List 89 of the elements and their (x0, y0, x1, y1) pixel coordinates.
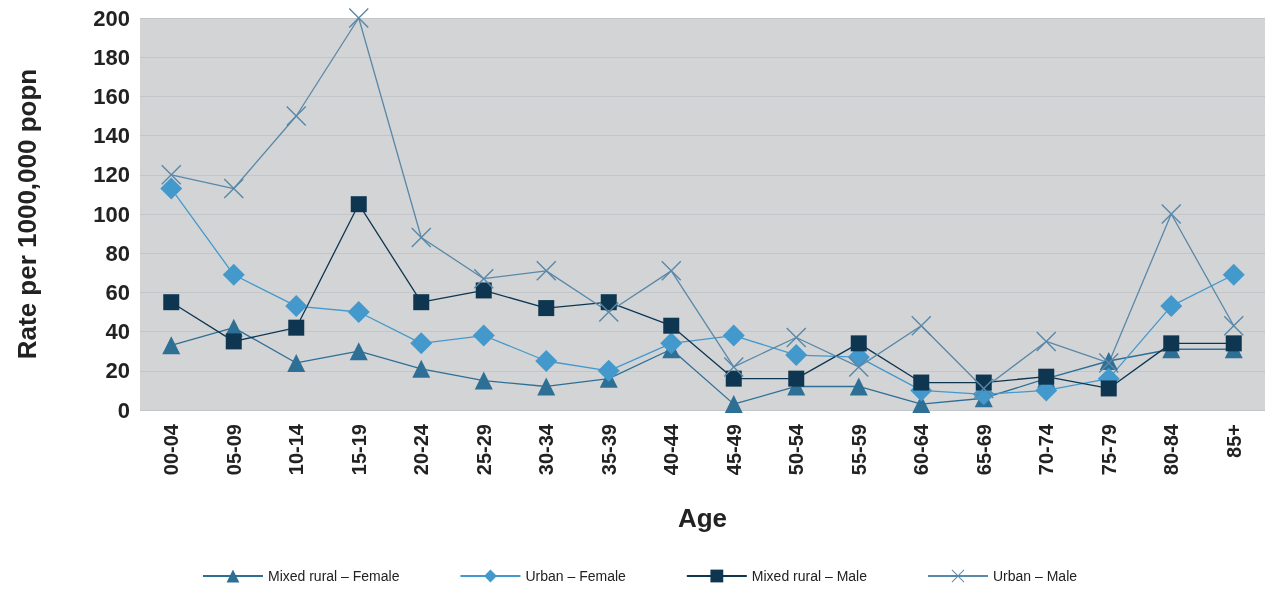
x-tick-label: 00-04 (160, 423, 183, 476)
x-tick-label: 65-69 (972, 424, 995, 476)
y-tick-label: 80 (105, 240, 130, 266)
y-tick-label: 100 (93, 201, 130, 227)
y-tick-label: 160 (93, 83, 130, 109)
x-tick-label: 15-19 (347, 424, 370, 476)
x-tick-label: 80-84 (1160, 423, 1183, 476)
point (225, 333, 242, 350)
point (222, 263, 245, 286)
x-tick-label: 40-44 (660, 423, 683, 476)
x-tick-label: 25-29 (472, 424, 495, 476)
y-tick-label: 60 (105, 279, 130, 305)
point (286, 106, 307, 126)
point (475, 282, 492, 299)
y-tick-label: 0 (117, 397, 130, 423)
point (1161, 204, 1182, 224)
point (413, 294, 430, 311)
point (1223, 315, 1244, 336)
point (163, 294, 180, 311)
point (725, 370, 742, 387)
x-tick-label: 75-79 (1097, 424, 1120, 476)
y-tick-label: 140 (93, 123, 130, 149)
point (410, 332, 433, 355)
point (223, 178, 244, 199)
point (535, 350, 558, 372)
y-tick-label: 40 (105, 319, 130, 345)
point (473, 268, 494, 289)
point (538, 300, 555, 317)
point (663, 317, 680, 334)
point (723, 356, 744, 377)
y-tick-label: 120 (93, 162, 130, 188)
point (474, 371, 493, 390)
point (287, 353, 306, 372)
point (850, 335, 867, 352)
y-tick-label: 200 (93, 5, 130, 31)
y-tick-label: 180 (93, 44, 130, 70)
point (597, 359, 620, 382)
point (160, 177, 183, 200)
legend-label: Mixed rural – Male (751, 568, 868, 584)
point (785, 344, 808, 367)
point (661, 260, 682, 281)
point (536, 260, 557, 281)
x-tick-label: 10-14 (285, 423, 308, 476)
point (537, 377, 556, 396)
point (724, 395, 743, 414)
point (1225, 335, 1242, 352)
x-tick-label: 20-24 (410, 423, 433, 476)
point (348, 8, 369, 28)
point (849, 377, 868, 396)
point (1222, 263, 1245, 286)
point (1160, 295, 1183, 318)
point (848, 356, 869, 377)
point (1036, 331, 1057, 352)
x-tick-label: 45-49 (722, 424, 745, 476)
point (913, 374, 930, 391)
x-tick-label: 70-74 (1035, 423, 1058, 476)
x-tick-label: 35-39 (597, 424, 620, 476)
x-axis-title: Age (677, 503, 728, 533)
point (162, 336, 181, 355)
legend-label: Urban – Male (992, 568, 1078, 584)
point (788, 370, 805, 387)
point (285, 295, 308, 318)
x-tick-label: 30-34 (535, 423, 558, 476)
point (288, 319, 305, 336)
point (722, 324, 745, 347)
point (347, 301, 370, 323)
point (786, 327, 807, 348)
point (349, 342, 368, 361)
point (973, 378, 994, 399)
x-tick-label: 55-59 (847, 424, 870, 476)
x-tick-label: 50-54 (785, 423, 808, 476)
point (660, 332, 683, 355)
point (1100, 380, 1117, 397)
x-tick-label: 85+ (1222, 424, 1245, 458)
point (598, 302, 619, 322)
legend-label: Urban – Female (525, 568, 627, 584)
point (412, 359, 431, 378)
legend-label: Mixed rural – Female (267, 568, 400, 584)
x-tick-label: 60-64 (910, 423, 933, 476)
y-tick-label: 20 (105, 358, 130, 384)
point (600, 294, 617, 311)
point (1163, 335, 1180, 352)
y-axis-title: Rate per 1000,000 popn (12, 68, 42, 360)
point (911, 315, 932, 336)
point (472, 324, 495, 347)
point (350, 196, 367, 213)
x-tick-label: 05-09 (222, 424, 245, 476)
point (161, 164, 182, 185)
point (411, 227, 432, 248)
